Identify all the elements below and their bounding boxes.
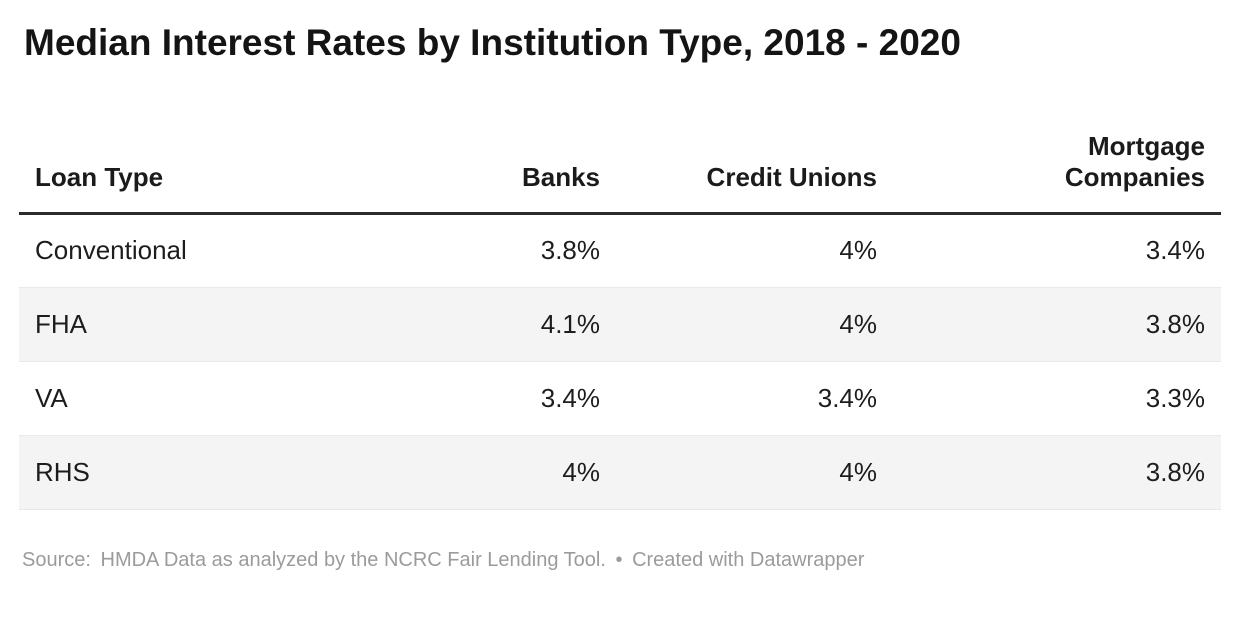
loan-type-cell: FHA — [19, 287, 341, 362]
table-row-conventional: Conventional 3.8% 4% 3.4% — [19, 213, 1221, 288]
table-row-fha: FHA 4.1% 4% 3.8% — [19, 287, 1221, 362]
table-row-rhs: RHS 4% 4% 3.8% — [19, 435, 1221, 510]
table-row-va: VA 3.4% 3.4% 3.3% — [19, 361, 1221, 436]
datawrapper-credit-link[interactable]: Created with Datawrapper — [632, 548, 865, 571]
credit-unions-value-cell: 4% — [616, 213, 893, 288]
chart-title: Median Interest Rates by Institution Typ… — [24, 22, 961, 63]
credit-unions-value-cell: 3.4% — [616, 361, 893, 436]
banks-value-cell: 4% — [341, 435, 616, 510]
column-header-banks: Banks — [341, 131, 616, 215]
loan-type-cell: Conventional — [19, 213, 341, 288]
source-label: Source: — [22, 548, 91, 571]
source-text: HMDA Data as analyzed by the NCRC Fair L… — [100, 548, 606, 571]
column-header-label: Credit Unions — [706, 162, 877, 193]
banks-value-cell: 3.4% — [341, 361, 616, 436]
column-header-mortgage-companies: Mortgage Companies — [893, 131, 1221, 215]
credit-unions-value-cell: 4% — [616, 435, 893, 510]
banks-value-cell: 4.1% — [341, 287, 616, 362]
loan-type-cell: RHS — [19, 435, 341, 510]
mortgage-companies-value-cell: 3.3% — [893, 361, 1221, 436]
column-header-label: Loan Type — [35, 162, 164, 193]
column-header-credit-unions: Credit Unions — [616, 131, 893, 215]
column-header-label: Mortgage Companies — [1064, 131, 1205, 193]
loan-type-cell: VA — [19, 361, 341, 436]
footer-separator: • — [615, 548, 623, 571]
credit-unions-value-cell: 4% — [616, 287, 893, 362]
mortgage-companies-value-cell: 3.8% — [893, 287, 1221, 362]
column-header-label: Banks — [521, 162, 600, 193]
footer: Source: HMDA Data as analyzed by the NCR… — [22, 548, 1216, 572]
banks-value-cell: 3.8% — [341, 213, 616, 288]
mortgage-companies-value-cell: 3.8% — [893, 435, 1221, 510]
mortgage-companies-value-cell: 3.4% — [893, 213, 1221, 288]
datawrapper-table-chart: Median Interest Rates by Institution Typ… — [0, 20, 1240, 618]
header-row: Loan Type Banks Credit Unions Mortgage C… — [19, 131, 1221, 215]
median-interest-rates-table: Loan Type Banks Credit Unions Mortgage C… — [19, 131, 1221, 510]
column-header-loan-type: Loan Type — [19, 131, 341, 215]
